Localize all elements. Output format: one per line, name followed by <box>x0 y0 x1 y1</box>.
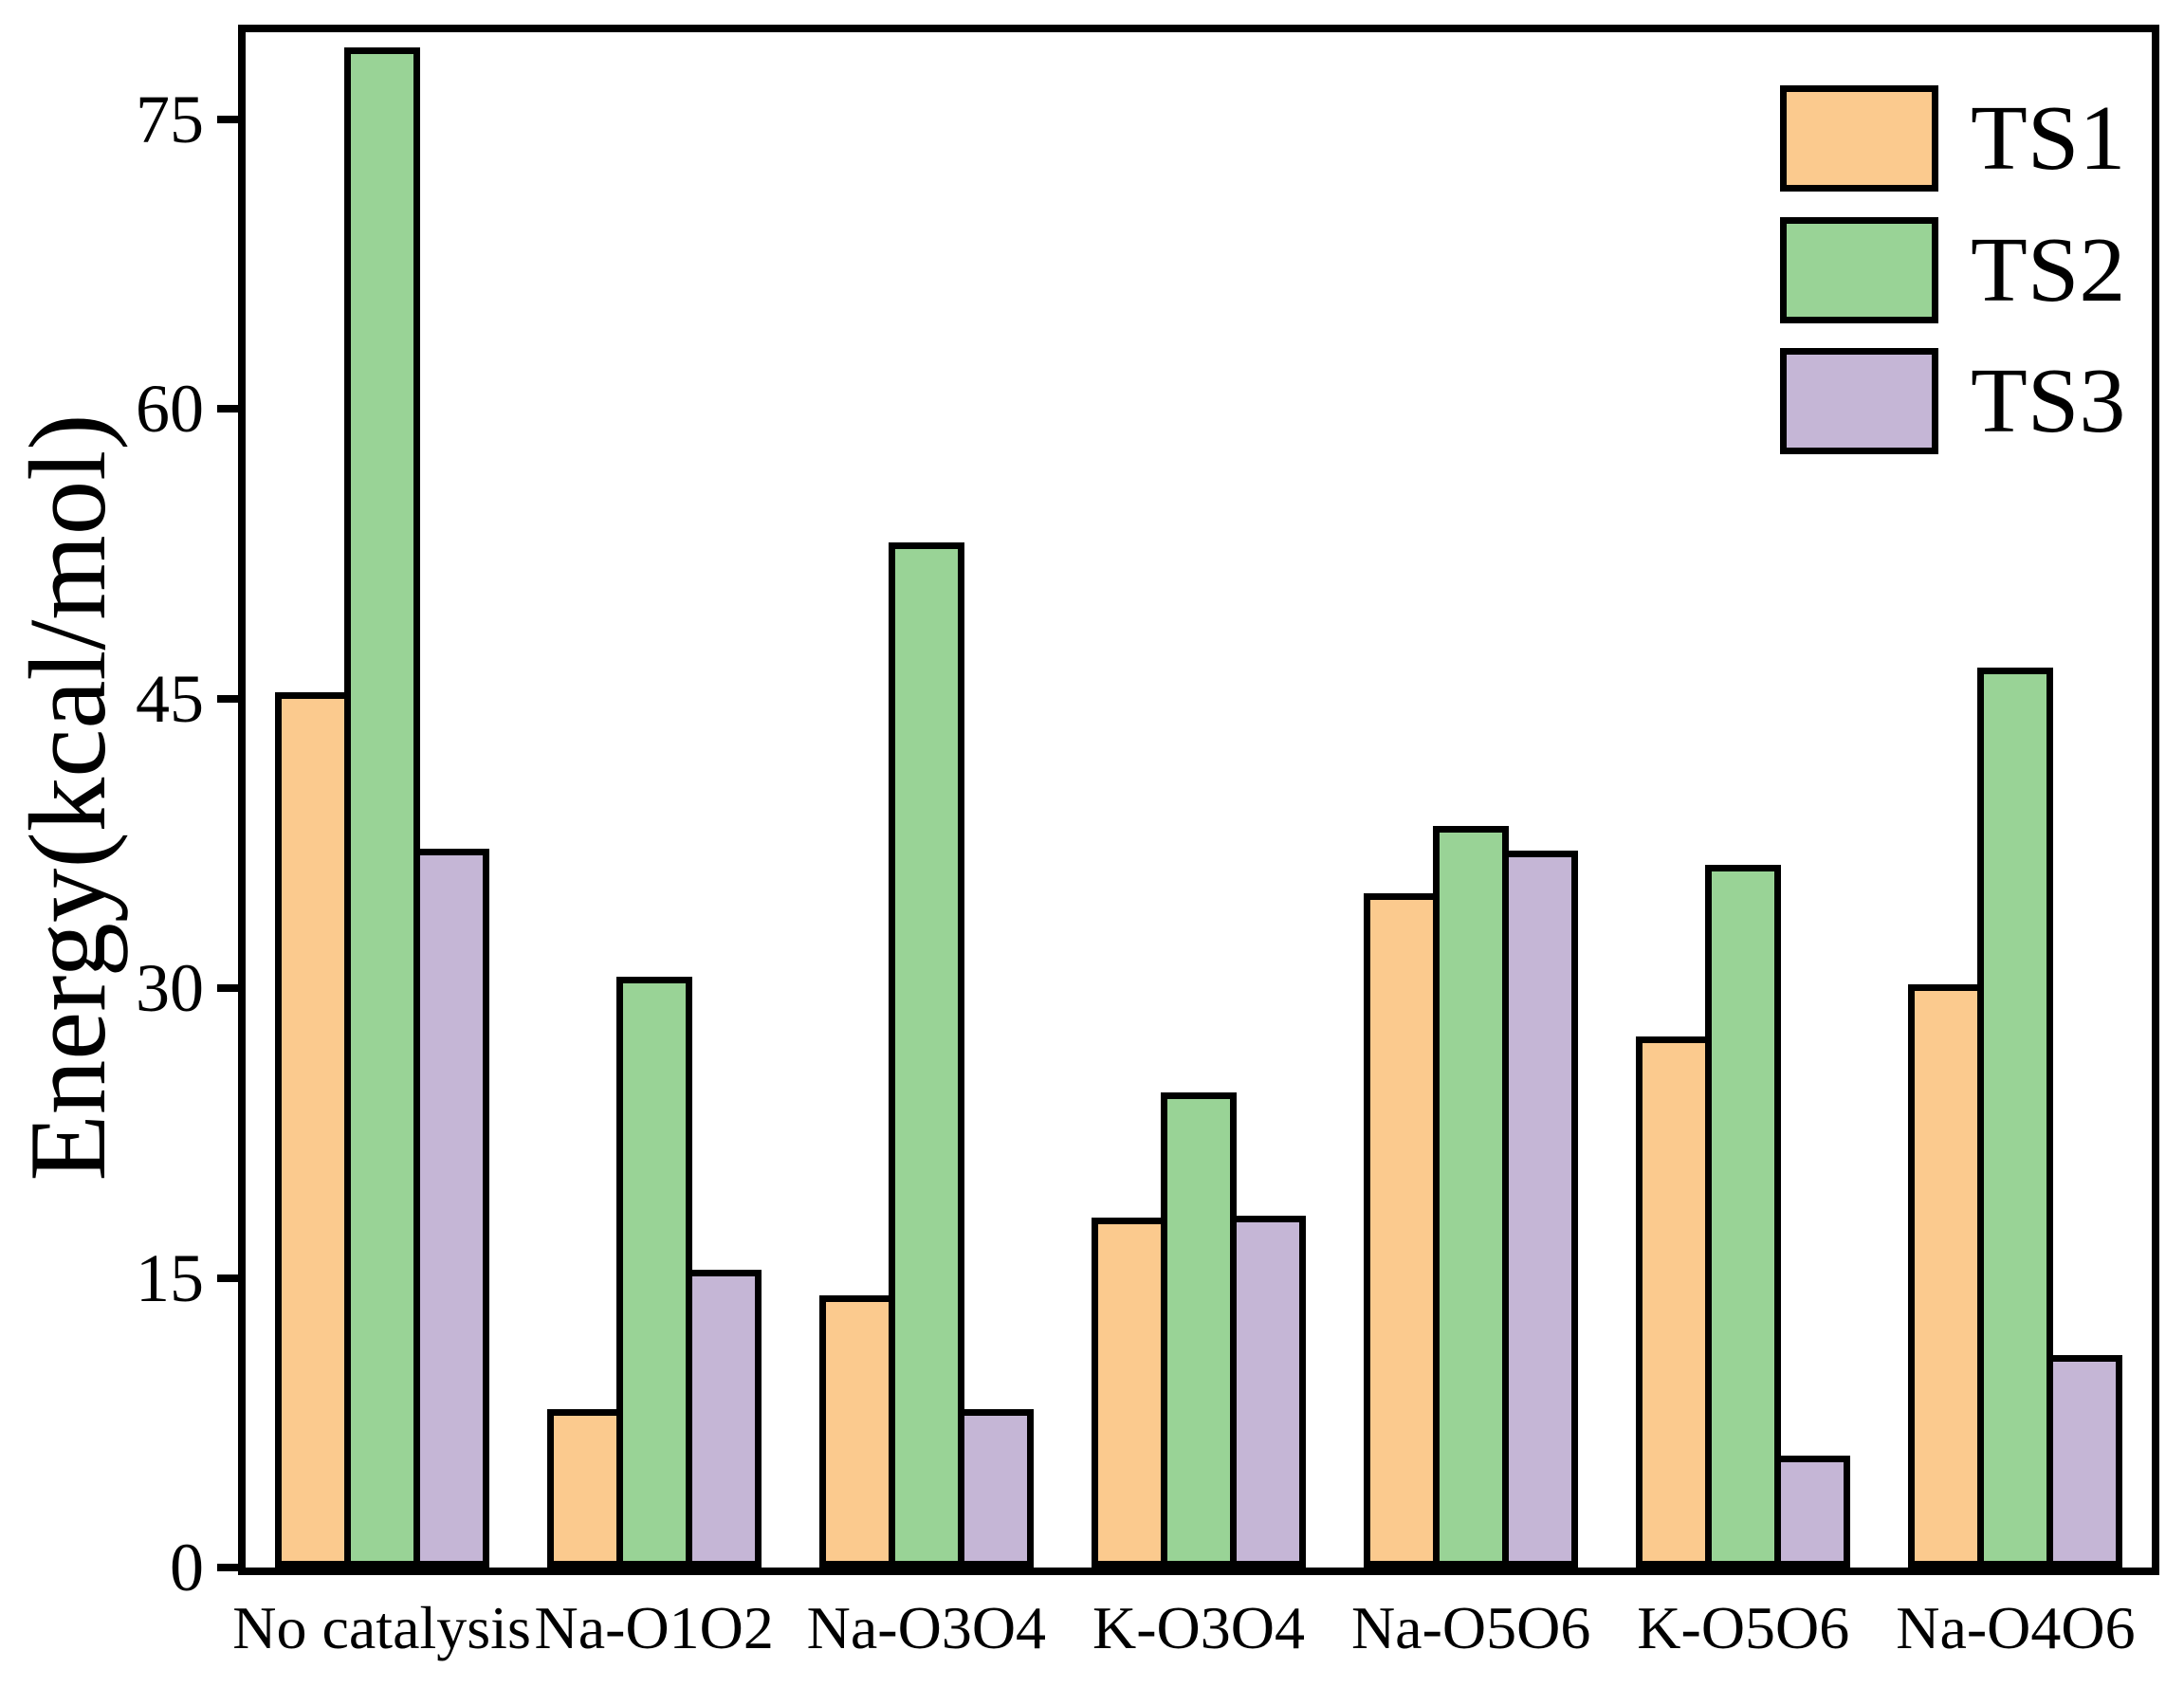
bar-ts1-na-o4o6 <box>1908 984 1984 1568</box>
bar-ts1-na-o5o6 <box>1364 893 1440 1568</box>
y-tick-label: 60 <box>136 371 204 448</box>
bar-ts1-k-o5o6 <box>1636 1036 1712 1568</box>
legend-label-ts3: TS3 <box>1971 350 2126 452</box>
bar-ts1-na-o1o2 <box>547 1409 623 1568</box>
y-tick-mark <box>217 405 238 413</box>
x-category-label: Na-O4O6 <box>1896 1594 2136 1661</box>
y-axis-title: Energy(kcal/mol) <box>8 413 128 1182</box>
y-tick-mark <box>217 694 238 703</box>
bar-ts1-na-o3o4 <box>819 1295 895 1568</box>
x-category-label: Na-O5O6 <box>1350 1594 1591 1661</box>
bar-ts3-na-o5o6 <box>1502 851 1578 1568</box>
legend-swatch-ts3 <box>1780 348 1938 454</box>
legend-swatch-ts1 <box>1780 85 1938 192</box>
bar-ts2-na-o3o4 <box>889 542 964 1568</box>
bar-ts1-k-o3o4 <box>1092 1218 1167 1568</box>
bar-ts3-na-o3o4 <box>958 1409 1034 1568</box>
y-tick-label: 30 <box>136 950 204 1027</box>
y-tick-label: 75 <box>136 81 204 157</box>
x-category-label: Na-O1O2 <box>534 1594 774 1661</box>
bar-ts3-k-o5o6 <box>1774 1456 1850 1568</box>
y-tick-label: 15 <box>136 1239 204 1316</box>
x-category-label: Na-O3O4 <box>806 1594 1047 1661</box>
bar-ts2-k-o3o4 <box>1161 1092 1237 1568</box>
bar-ts2-k-o5o6 <box>1705 865 1781 1568</box>
y-tick-label: 0 <box>170 1530 204 1605</box>
bar-ts2-na-o5o6 <box>1433 826 1509 1568</box>
bar-ts3-na-o4o6 <box>2046 1355 2122 1568</box>
y-tick-label: 45 <box>136 660 204 737</box>
bar-ts3-k-o3o4 <box>1230 1216 1306 1568</box>
legend-label-ts1: TS1 <box>1971 87 2126 190</box>
bar-ts3-na-o1o2 <box>686 1270 762 1568</box>
x-category-label: K-O3O4 <box>1092 1594 1305 1661</box>
y-tick-mark <box>217 1564 238 1571</box>
bar-ts3-no-catalysis <box>413 849 489 1568</box>
legend-swatch-ts2 <box>1780 217 1938 323</box>
y-tick-mark <box>217 984 238 993</box>
x-category-label: No catalysis <box>232 1594 531 1661</box>
x-category-label: K-O5O6 <box>1637 1594 1850 1661</box>
bar-ts1-no-catalysis <box>275 692 351 1568</box>
bar-ts2-no-catalysis <box>344 47 420 1568</box>
legend-label-ts2: TS2 <box>1971 219 2126 321</box>
bar-ts2-na-o4o6 <box>1977 668 2053 1568</box>
y-tick-mark <box>217 1274 238 1282</box>
bar-ts2-na-o1o2 <box>616 977 692 1568</box>
y-tick-mark <box>217 115 238 123</box>
